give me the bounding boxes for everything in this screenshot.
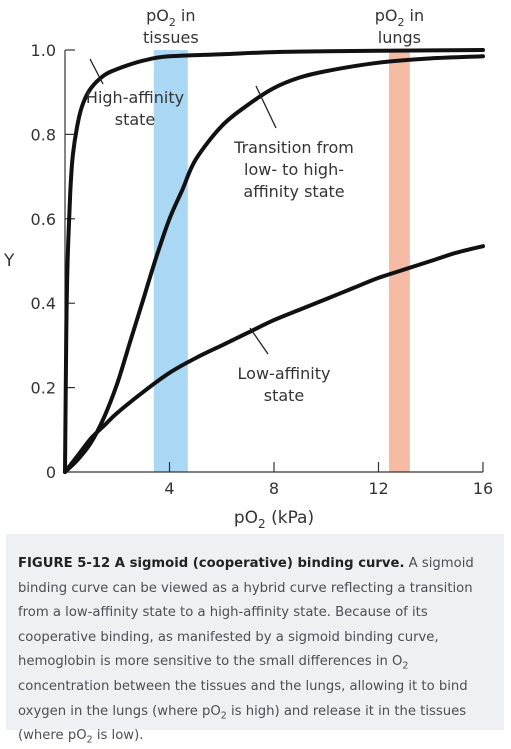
x-tick-label: 4 bbox=[164, 479, 174, 498]
band-label-line2-0: tissues bbox=[143, 28, 199, 47]
y-tick-label: 0 bbox=[46, 463, 56, 482]
annotation-label-0: High-affinity bbox=[86, 88, 184, 107]
y-tick-label: 1.0 bbox=[31, 41, 56, 60]
figure-caption-box: FIGURE 5-12 A sigmoid (cooperative) bind… bbox=[6, 534, 504, 745]
annotation-leader-0 bbox=[89, 58, 104, 85]
band-label-line2-1: lungs bbox=[378, 28, 421, 47]
series-layer bbox=[63, 48, 485, 474]
caption-sub-2: 2 bbox=[220, 710, 227, 722]
high-affinity-curve bbox=[63, 48, 485, 474]
band-label-1: pO2 in bbox=[375, 6, 424, 29]
annotations-layer: High-affinity state Transition from low- to… bbox=[86, 58, 354, 405]
caption-text-2: concentration between the tissues and th… bbox=[18, 678, 468, 719]
x-tick-label: 8 bbox=[269, 479, 279, 498]
x-tick-label: 16 bbox=[473, 479, 493, 498]
band-label-0: pO2 in bbox=[146, 6, 195, 29]
ticks-layer: 0 0.2 0.4 0.6 0.8 1.0 4 8 12 16 bbox=[31, 41, 494, 498]
figure-caption: FIGURE 5-12 A sigmoid (cooperative) bind… bbox=[18, 552, 490, 749]
caption-sub-1: 2 bbox=[402, 661, 409, 673]
annotation-label-2: Low-affinity bbox=[238, 364, 331, 383]
x-tick-label: 12 bbox=[368, 479, 388, 498]
annotation-label-2: state bbox=[264, 386, 305, 405]
caption-title: FIGURE 5-12 A sigmoid (cooperative) bind… bbox=[18, 556, 405, 571]
caption-text-1: A sigmoid binding curve can be viewed as… bbox=[18, 556, 474, 670]
annotation-label-0: state bbox=[115, 110, 156, 129]
annotation-label-1: Transition from bbox=[233, 138, 354, 157]
annotation-label-1: low- to high- bbox=[244, 160, 344, 179]
y-tick-label: 0.4 bbox=[31, 294, 56, 313]
y-tick-label: 0.6 bbox=[31, 210, 56, 229]
y-tick-label: 0.8 bbox=[31, 125, 56, 144]
x-axis-label: pO2 (kPa) bbox=[234, 508, 314, 531]
band-0 bbox=[153, 50, 188, 472]
annotation-leader-2 bbox=[249, 327, 269, 355]
transition-curve bbox=[63, 54, 485, 474]
annotation-label-1: affinity state bbox=[243, 182, 344, 201]
y-axis-label: Y bbox=[3, 251, 15, 271]
band-1 bbox=[388, 50, 410, 472]
low-affinity-curve bbox=[63, 244, 485, 474]
annotation-leader-1 bbox=[255, 85, 277, 129]
y-tick-label: 0.2 bbox=[31, 379, 56, 398]
